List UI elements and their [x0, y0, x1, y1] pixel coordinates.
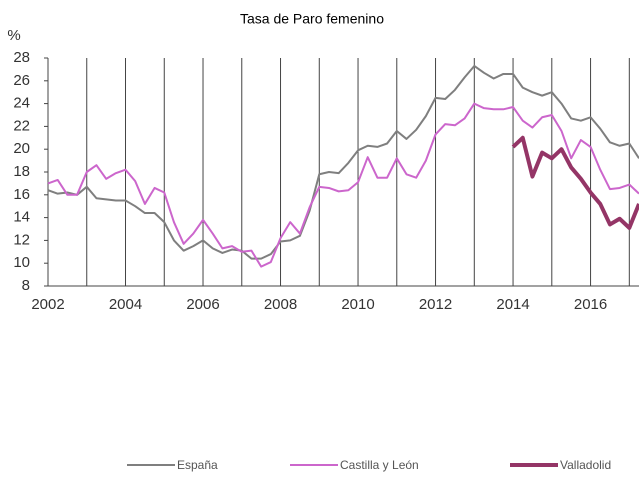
- y-tick-label: 28: [13, 49, 30, 66]
- x-tick-label: 2014: [496, 296, 529, 313]
- y-tick-label: 16: [13, 186, 30, 203]
- y-tick-label: 20: [13, 140, 30, 157]
- x-tick-label: 2004: [109, 296, 142, 313]
- y-tick-label: 10: [13, 254, 30, 271]
- x-tick-label: 2002: [31, 296, 64, 313]
- y-tick-label: 12: [13, 231, 30, 248]
- line: [47, 102, 639, 268]
- legend-text: Castilla y León: [340, 458, 419, 472]
- y-tick-label: 14: [13, 209, 30, 226]
- x-tick-label: 2012: [419, 296, 452, 313]
- y-axis-label: %: [7, 27, 20, 44]
- legend-text: España: [177, 458, 218, 472]
- x-tick-label: 2016: [574, 296, 607, 313]
- y-tick-label: 26: [13, 72, 30, 89]
- legend-text: Valladolid: [560, 458, 611, 472]
- y-tick-label: 24: [13, 95, 30, 112]
- chart-title: Tasa de Paro femenino: [240, 11, 384, 27]
- line: [511, 135, 639, 230]
- x-tick-label: 2006: [186, 296, 219, 313]
- line: [47, 64, 639, 260]
- y-tick-label: 18: [13, 163, 30, 180]
- x-tick-label: 2008: [264, 296, 297, 313]
- x-tick-label: 2010: [341, 296, 374, 313]
- y-tick-label: 22: [13, 117, 30, 134]
- y-tick-label: 8: [22, 277, 30, 294]
